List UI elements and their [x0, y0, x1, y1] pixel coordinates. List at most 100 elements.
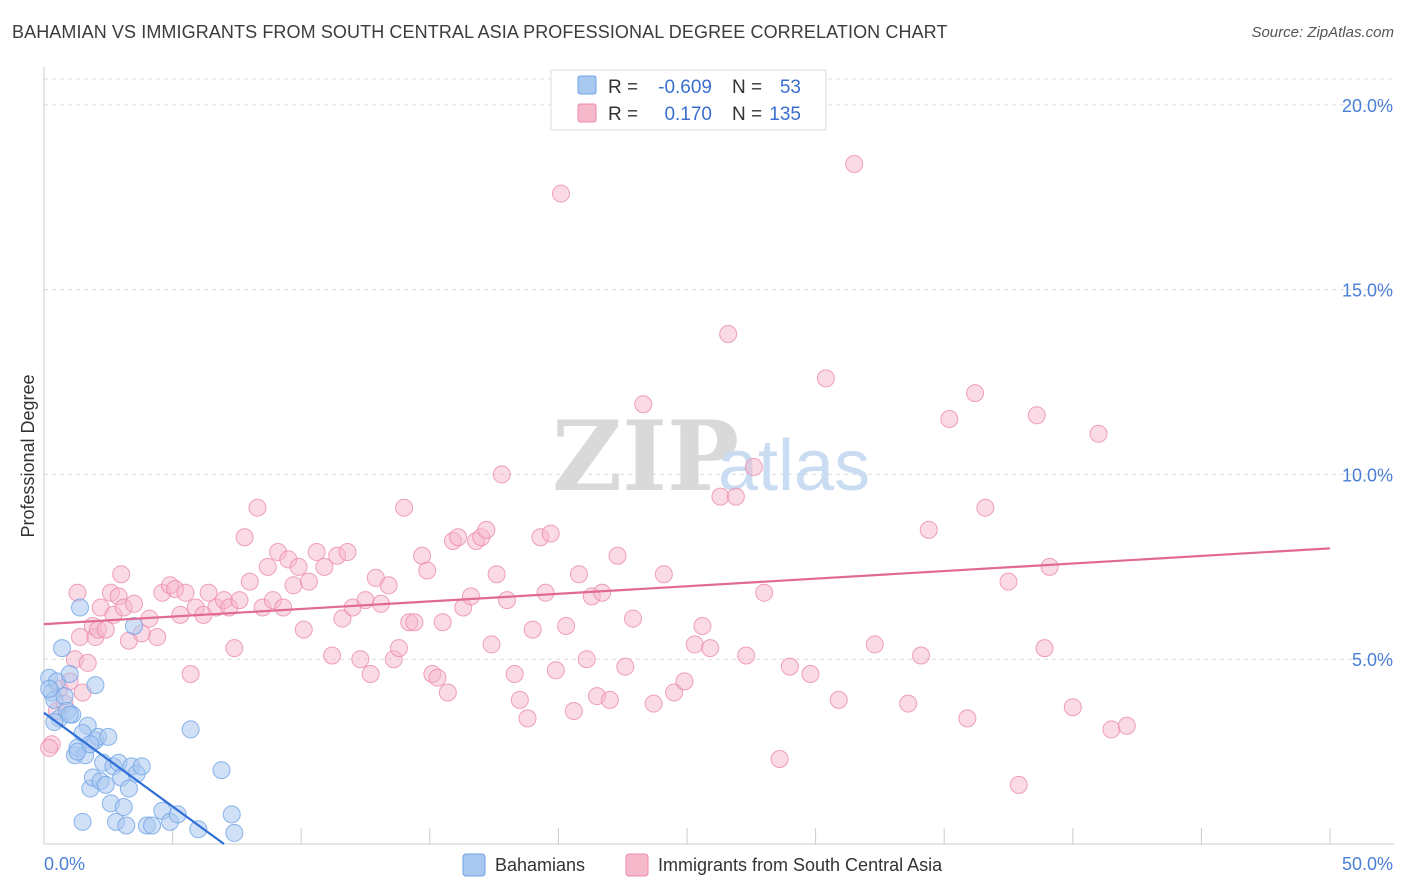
point-immigrants-119 — [770, 750, 789, 768]
point-immigrants-140 — [1102, 720, 1121, 739]
point-immigrants-107 — [654, 565, 673, 584]
point-immigrants-102 — [608, 546, 627, 565]
point-immigrants-77 — [461, 587, 480, 606]
point-immigrants-114 — [719, 325, 738, 343]
point-immigrants-121 — [801, 665, 820, 683]
y-tick-label-0: 5.0% — [1352, 650, 1393, 670]
point-immigrants-110 — [685, 635, 704, 654]
point-immigrants-123 — [829, 690, 848, 709]
point-bahamians-44 — [181, 720, 200, 739]
point-immigrants-104 — [623, 609, 642, 628]
point-immigrants-113 — [711, 487, 730, 506]
point-immigrants-38 — [240, 572, 259, 591]
point-immigrants-28 — [181, 665, 200, 683]
point-immigrants-8 — [78, 653, 97, 672]
point-bahamians-46 — [212, 761, 231, 780]
point-immigrants-19 — [125, 594, 144, 613]
point-immigrants-86 — [510, 690, 529, 709]
point-immigrants-48 — [294, 620, 313, 639]
point-immigrants-52 — [323, 646, 342, 665]
tick-labels: 5.0% 10.0% 15.0% 20.0% 0.0% 50.0% — [44, 96, 1393, 874]
point-immigrants-134 — [1009, 775, 1028, 794]
point-bahamians-38 — [132, 757, 151, 776]
point-immigrants-46 — [284, 576, 303, 595]
point-immigrants-75 — [449, 528, 468, 547]
point-immigrants-109 — [675, 672, 694, 691]
point-bahamians-33 — [117, 816, 136, 835]
point-bahamians-45 — [189, 820, 208, 839]
point-bahamians-32 — [114, 798, 133, 817]
legend-n-value-2: 135 — [769, 104, 801, 125]
point-immigrants-37 — [235, 528, 254, 547]
chart-source: Source: ZipAtlas.com — [1251, 24, 1394, 41]
point-bahamians-40 — [143, 816, 162, 835]
grid-lines — [44, 78, 1394, 660]
point-immigrants-97 — [577, 650, 596, 669]
y-tick-label-2: 15.0% — [1342, 281, 1393, 301]
point-immigrants-22 — [148, 628, 167, 647]
point-immigrants-83 — [492, 465, 511, 484]
point-bahamians-12 — [71, 598, 90, 617]
point-immigrants-100 — [593, 583, 612, 602]
point-immigrants-55 — [338, 543, 357, 562]
point-immigrants-143 — [112, 565, 131, 584]
series-immigrants-points — [40, 155, 1136, 794]
point-immigrants-95 — [564, 701, 583, 720]
point-immigrants-73 — [438, 683, 457, 702]
legend-n-label-1: N = — [732, 77, 762, 98]
point-bahamians-48 — [225, 823, 244, 842]
bottom-legend-swatch-immigrants — [625, 853, 649, 877]
point-immigrants-129 — [940, 410, 959, 428]
point-immigrants-135 — [1027, 406, 1046, 425]
point-immigrants-87 — [518, 709, 537, 728]
point-immigrants-90 — [536, 583, 555, 602]
point-immigrants-81 — [482, 635, 501, 654]
point-immigrants-103 — [616, 657, 635, 676]
point-immigrants-136 — [1035, 639, 1054, 658]
point-immigrants-69 — [418, 561, 437, 580]
trend-line-immigrants — [43, 547, 1331, 626]
legend-r-value-2: 0.170 — [664, 104, 712, 125]
trend-line-bahamians — [43, 711, 225, 845]
point-bahamians-50 — [60, 705, 79, 724]
point-immigrants-108 — [665, 683, 684, 702]
point-immigrants-106 — [644, 694, 663, 713]
point-immigrants-88 — [523, 620, 542, 639]
point-immigrants-137 — [1040, 557, 1059, 576]
x-tick-label-0: 0.0% — [44, 854, 85, 874]
point-immigrants-117 — [744, 458, 763, 477]
point-bahamians-8 — [60, 665, 79, 683]
point-immigrants-49 — [299, 572, 318, 591]
point-immigrants-31 — [199, 583, 218, 602]
legend-n-value-1: 53 — [780, 77, 801, 98]
point-immigrants-112 — [701, 639, 720, 658]
point-immigrants-142 — [68, 583, 87, 602]
y-axis-label: Professional Degree — [18, 374, 38, 537]
point-immigrants-93 — [551, 184, 570, 203]
point-immigrants-35 — [225, 639, 244, 658]
point-immigrants-105 — [634, 395, 653, 414]
point-bahamians-26 — [99, 727, 118, 746]
point-immigrants-111 — [693, 616, 712, 635]
trend-lines — [43, 547, 1331, 845]
point-immigrants-128 — [919, 520, 938, 539]
point-immigrants-130 — [958, 709, 977, 728]
point-immigrants-91 — [541, 524, 560, 543]
point-immigrants-94 — [557, 616, 576, 635]
point-immigrants-126 — [899, 694, 918, 713]
point-immigrants-122 — [816, 369, 835, 388]
point-immigrants-144 — [40, 738, 59, 757]
point-bahamians-34 — [119, 779, 138, 798]
point-immigrants-141 — [1117, 716, 1136, 735]
point-bahamians-36 — [125, 616, 144, 635]
y-tick-label-1: 10.0% — [1342, 465, 1393, 485]
point-bahamians-43 — [168, 805, 187, 824]
point-bahamians-6 — [55, 687, 74, 706]
watermark-zip: ZIP — [552, 400, 739, 513]
point-bahamians-13 — [73, 812, 92, 831]
point-bahamians-5 — [53, 639, 72, 658]
point-bahamians-25 — [96, 775, 115, 794]
bottom-legend-swatch-bahamians — [462, 853, 486, 877]
point-immigrants-125 — [865, 635, 884, 654]
bottom-legend-label-immigrants: Immigrants from South Central Asia — [658, 855, 943, 875]
